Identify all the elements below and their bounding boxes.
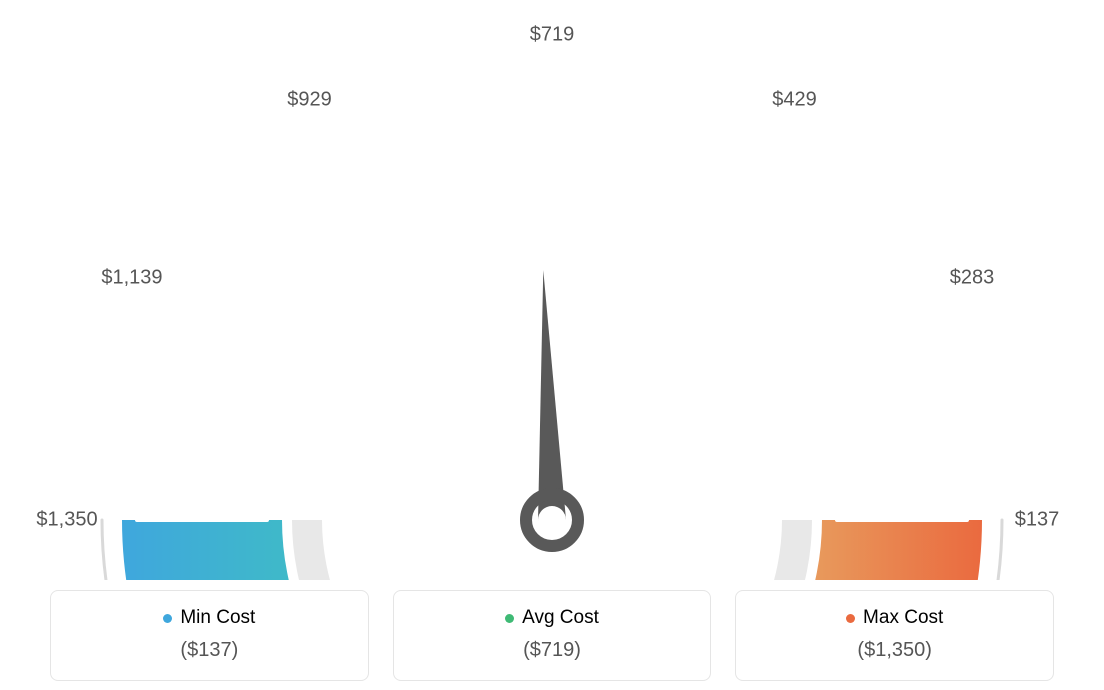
gauge-svg bbox=[32, 20, 1072, 580]
gauge-tick-label: $283 bbox=[950, 266, 995, 289]
dot-icon bbox=[163, 614, 172, 623]
legend-min-label: Min Cost bbox=[180, 607, 255, 629]
dot-icon bbox=[505, 614, 514, 623]
legend-min-card: Min Cost ($137) bbox=[50, 590, 369, 681]
cost-gauge: $137 $283 $429 $719 $929 $1,139 $1,350 bbox=[20, 20, 1084, 580]
gauge-tick-label: $1,139 bbox=[101, 266, 162, 289]
gauge-tick-label: $137 bbox=[1015, 509, 1060, 532]
legend-avg-value: ($719) bbox=[412, 639, 693, 662]
legend-max-label: Max Cost bbox=[863, 607, 943, 629]
legend-avg-label: Avg Cost bbox=[522, 607, 599, 629]
legend-min-value: ($137) bbox=[69, 639, 350, 662]
legend-max-card: Max Cost ($1,350) bbox=[735, 590, 1054, 681]
legend-min-title: Min Cost bbox=[69, 607, 350, 629]
gauge-tick-label: $1,350 bbox=[36, 509, 97, 532]
legend-max-title: Max Cost bbox=[754, 607, 1035, 629]
gauge-tick-label: $429 bbox=[772, 88, 817, 111]
dot-icon bbox=[846, 614, 855, 623]
legend-row: Min Cost ($137) Avg Cost ($719) Max Cost… bbox=[20, 590, 1084, 681]
legend-avg-card: Avg Cost ($719) bbox=[393, 590, 712, 681]
gauge-tick-label: $719 bbox=[530, 24, 575, 47]
legend-avg-title: Avg Cost bbox=[412, 607, 693, 629]
legend-max-value: ($1,350) bbox=[754, 639, 1035, 662]
gauge-tick-label: $929 bbox=[287, 88, 332, 111]
